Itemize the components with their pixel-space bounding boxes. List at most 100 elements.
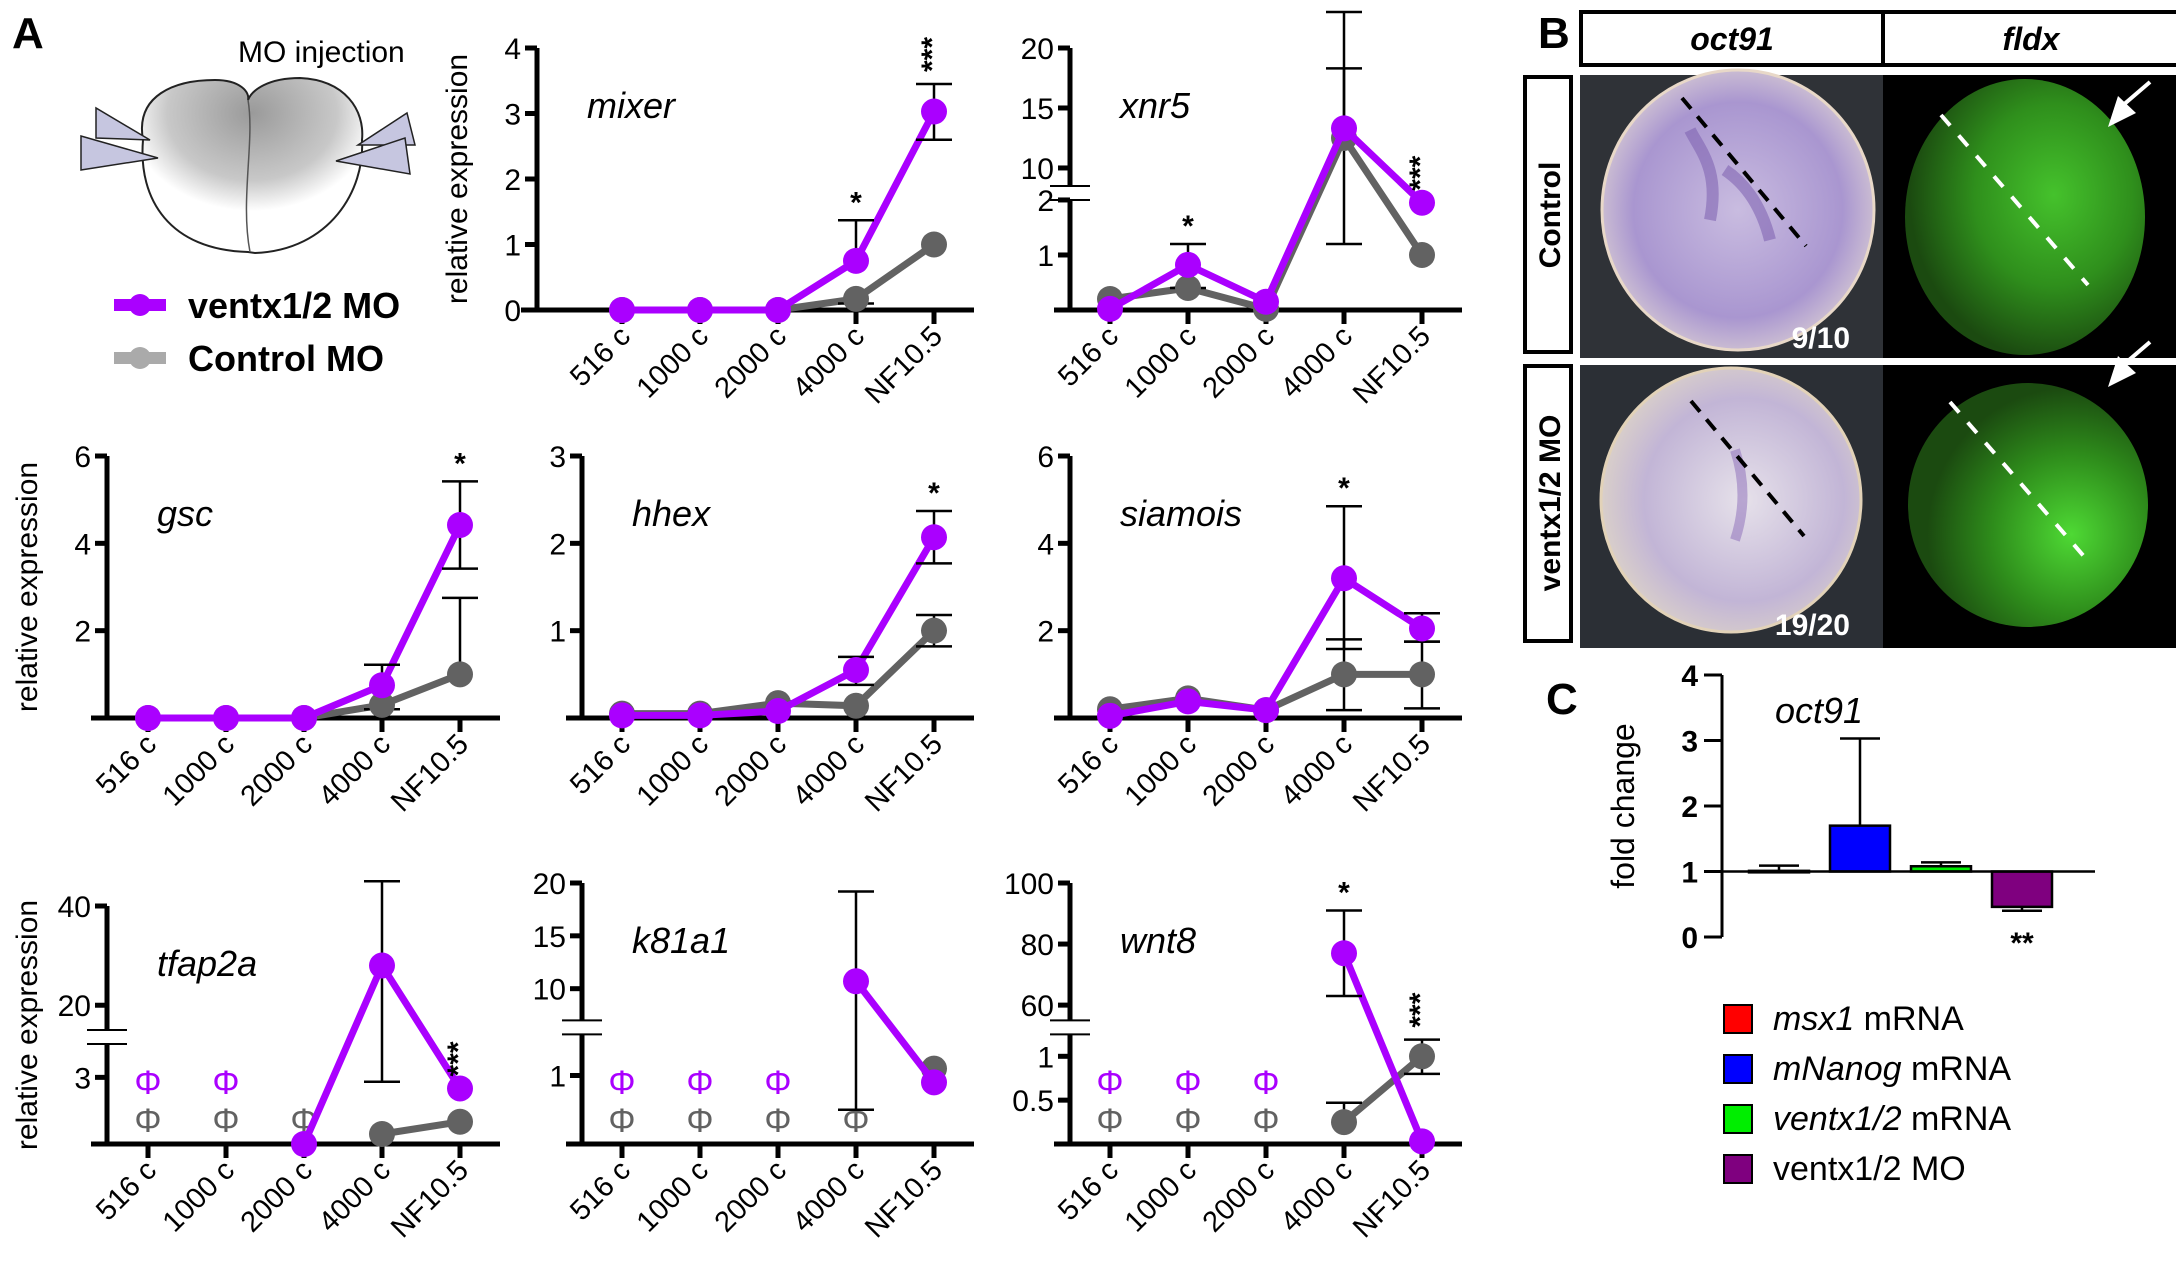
- schematic-title: MO injection: [238, 36, 405, 69]
- series-line-ventx: [853, 979, 937, 1085]
- y-tick-label: 1: [549, 616, 566, 649]
- bar: [1828, 824, 1892, 873]
- chart-oct91-bar: 0 1 2 3 4 fold change oct91 ** msx1 mRNA mNanog m…: [1605, 660, 2095, 1188]
- x-tick-label: 2000 c: [235, 1154, 319, 1238]
- image-control-oct91: 9/10: [1580, 68, 1883, 358]
- panel-label-c: C: [1546, 675, 1578, 724]
- header-box-oct91: [1579, 10, 1885, 67]
- gene-title: gsc: [157, 493, 213, 534]
- y-tick-label: 60: [1021, 990, 1054, 1023]
- not-detected-marker: Φ: [686, 1064, 713, 1102]
- image-ventx-oct91: 19/20: [1580, 365, 1883, 648]
- y-tick-label: 2: [549, 528, 566, 561]
- x-tick-label: 516 c: [564, 728, 637, 801]
- legend-label-control: Control MO: [188, 338, 384, 379]
- not-detected-marker: Φ: [134, 1064, 161, 1102]
- not-detected-marker: Φ: [1174, 1064, 1201, 1102]
- x-tick-label: NF10.5: [859, 728, 949, 818]
- data-point-control: [369, 1121, 395, 1148]
- x-tick-label: 516 c: [564, 320, 637, 393]
- data-point-ventx: [609, 702, 635, 729]
- gene-title: k81a1: [632, 920, 730, 961]
- gene-title: wnt8: [1120, 920, 1196, 961]
- data-point-control: [1175, 274, 1201, 301]
- not-detected-marker: Φ: [1096, 1064, 1123, 1102]
- x-tick-label: 516 c: [90, 728, 163, 801]
- midline-dashed: [1948, 400, 2090, 563]
- injection-needle-right-2: [335, 137, 411, 175]
- y-axis-label: fold change: [1605, 723, 1641, 888]
- y-tick-label: 20: [533, 868, 566, 901]
- data-point-control: [843, 285, 869, 312]
- y-tick-label: 15: [533, 921, 566, 954]
- panel-label-b: B: [1538, 9, 1570, 58]
- data-point-control: [921, 617, 947, 644]
- axis-break-gap: [89, 1030, 125, 1045]
- x-tick-label: 1000 c: [631, 1154, 715, 1238]
- gene-title: oct91: [1775, 690, 1863, 731]
- x-tick-label: 1000 c: [157, 728, 241, 812]
- not-detected-marker: Φ: [764, 1102, 791, 1140]
- x-tick-label: 516 c: [90, 1154, 163, 1227]
- legend-swatch: [1723, 1004, 1753, 1034]
- x-tick-label: NF10.5: [1347, 728, 1437, 818]
- data-point-ventx: [609, 297, 635, 323]
- data-point-ventx: [1409, 615, 1435, 642]
- y-tick-label: 20: [58, 990, 91, 1023]
- y-tick-label: 1: [504, 230, 521, 263]
- x-tick-label: NF10.5: [385, 728, 475, 818]
- y-tick-label: 4: [74, 528, 91, 561]
- x-tick-label: 4000 c: [787, 1154, 871, 1238]
- data-point-ventx: [1175, 688, 1201, 715]
- gene-title: siamois: [1120, 493, 1242, 534]
- series-line-control: [1341, 1053, 1425, 1125]
- legend-label: mNanog mRNA: [1773, 1050, 2011, 1088]
- x-tick-label: 1000 c: [1119, 320, 1203, 404]
- y-tick-label: 1: [1037, 240, 1054, 273]
- midline-dashed: [1689, 399, 1806, 538]
- x-tick-label: 516 c: [1052, 728, 1125, 801]
- x-tick-label: 4000 c: [1275, 320, 1359, 404]
- y-tick-label: 0: [1681, 922, 1698, 955]
- legend-label: ventx1/2 MO: [1773, 1150, 1966, 1188]
- not-detected-marker: Φ: [764, 1064, 791, 1102]
- data-point-ventx: [135, 705, 161, 731]
- data-point-ventx: [843, 656, 869, 683]
- not-detected-marker: Φ: [686, 1102, 713, 1140]
- bar: [1990, 870, 2054, 909]
- data-point-ventx: [1253, 697, 1279, 724]
- x-tick-label: 2000 c: [709, 728, 793, 812]
- not-detected-marker: Φ: [1174, 1102, 1201, 1140]
- data-point-ventx: [291, 1131, 317, 1157]
- x-tick-label: 516 c: [564, 1154, 637, 1227]
- y-axis-label: relative expression: [11, 462, 44, 712]
- x-tick-label: NF10.5: [859, 320, 949, 410]
- x-tick-label: 4000 c: [313, 728, 397, 812]
- midline-dashed: [1939, 113, 2090, 287]
- significance-marker: ***: [442, 1041, 475, 1076]
- y-tick-label: 3: [549, 441, 566, 474]
- y-tick-label: 1: [549, 1060, 566, 1093]
- arrow-icon: [2108, 340, 2152, 387]
- legend-label: ventx1/2 mRNA: [1773, 1100, 2011, 1138]
- data-point-ventx: [921, 1069, 947, 1096]
- x-tick-label: 4000 c: [1275, 1154, 1359, 1238]
- y-axis-label: relative expression: [441, 54, 474, 304]
- y-tick-label: 6: [1037, 441, 1054, 474]
- column-header-fldx: fldx: [2003, 21, 2061, 57]
- x-tick-label: 2000 c: [1197, 1154, 1281, 1238]
- legend-label: msx1 mRNA: [1773, 1000, 1964, 1038]
- x-tick-label: NF10.5: [1347, 320, 1437, 410]
- data-point-control: [921, 231, 947, 258]
- x-tick-label: 2000 c: [1197, 320, 1281, 404]
- y-tick-label: 3: [74, 1062, 91, 1095]
- data-point-ventx: [843, 968, 869, 995]
- data-point-control: [369, 691, 395, 718]
- not-detected-marker: Φ: [134, 1102, 161, 1140]
